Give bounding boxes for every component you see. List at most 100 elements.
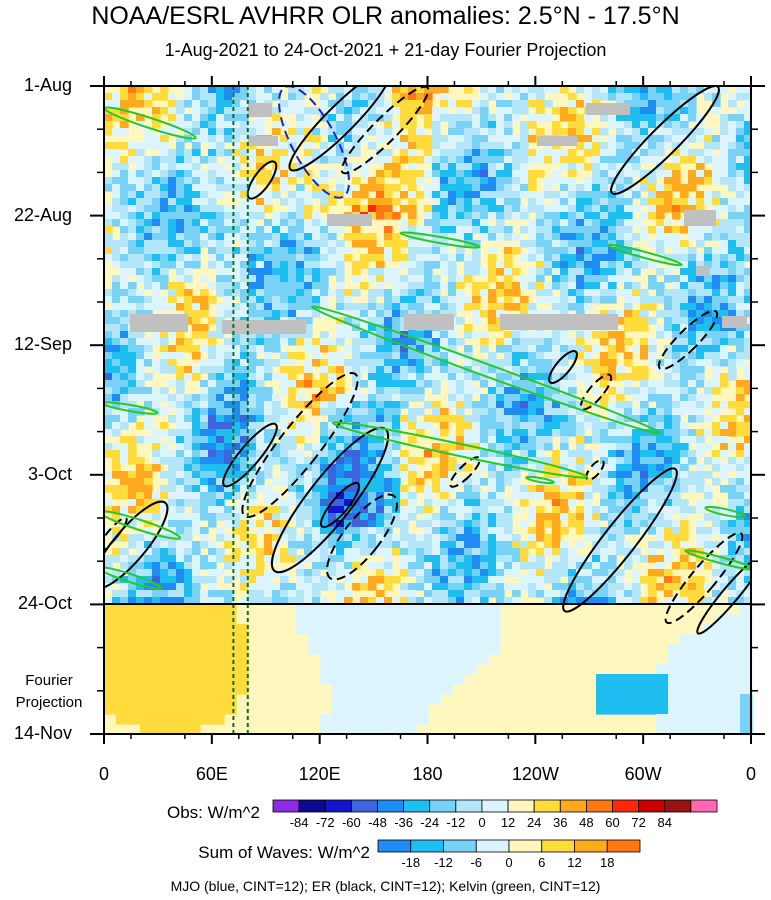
obs-cell: [328, 254, 337, 262]
obs-cell: [424, 548, 433, 556]
obs-cell: [360, 261, 369, 269]
obs-cell: [264, 408, 273, 416]
obs-cell: [248, 233, 257, 241]
obs-cell: [488, 163, 497, 171]
obs-cell: [584, 184, 593, 192]
obs-cell: [408, 177, 417, 185]
obs-cell: [384, 149, 393, 157]
obs-cell: [624, 450, 633, 458]
obs-cell: [232, 107, 241, 115]
obs-cell: [360, 527, 369, 535]
obs-cell: [600, 310, 609, 318]
obs-cell: [296, 275, 305, 283]
obs-cell: [536, 331, 545, 339]
obs-cell: [224, 520, 233, 528]
obs-cell: [376, 86, 385, 94]
obs-cell: [488, 436, 497, 444]
obs-cell: [464, 562, 473, 570]
obs-cell: [376, 247, 385, 255]
obs-cell: [728, 548, 737, 556]
obs-cell: [376, 198, 385, 206]
obs-cell: [584, 289, 593, 297]
obs-cell: [496, 450, 505, 458]
obs-cell: [656, 485, 665, 493]
obs-cell: [352, 422, 361, 430]
obs-cell: [584, 128, 593, 136]
obs-cell: [712, 352, 721, 360]
obs-cell: [512, 184, 521, 192]
obs-cell: [456, 520, 465, 528]
obs-cell: [416, 177, 425, 185]
obs-cell: [656, 86, 665, 94]
obs-cell: [344, 93, 353, 101]
obs-cell: [160, 387, 169, 395]
obs-cell: [256, 562, 265, 570]
obs-cell: [448, 352, 457, 360]
obs-cell: [120, 114, 129, 122]
obs-cell: [640, 310, 649, 318]
obs-cell: [568, 205, 577, 213]
obs-cell: [128, 506, 137, 514]
obs-cell: [320, 93, 329, 101]
obs-cell: [336, 331, 345, 339]
obs-cell: [352, 366, 361, 374]
obs-cell: [336, 121, 345, 129]
obs-cell: [744, 198, 751, 206]
obs-cell: [720, 226, 729, 234]
obs-cell: [680, 240, 689, 248]
obs-cell: [568, 254, 577, 262]
obs-cell: [120, 254, 129, 262]
obs-cell: [168, 478, 177, 486]
obs-cell: [520, 450, 529, 458]
obs-cell: [512, 506, 521, 514]
obs-cell: [192, 212, 201, 220]
obs-cell: [264, 303, 273, 311]
obs-cell: [464, 394, 473, 402]
obs-cell: [376, 100, 385, 108]
obs-cell: [672, 296, 681, 304]
obs-cell: [104, 114, 113, 122]
obs-cell: [664, 345, 673, 353]
obs-cell: [200, 310, 209, 318]
obs-cell: [576, 450, 585, 458]
obs-cell: [560, 436, 569, 444]
obs-cell: [176, 527, 185, 535]
obs-cell: [168, 352, 177, 360]
obs-cell: [632, 170, 641, 178]
obs-cell: [208, 254, 217, 262]
obs-cell: [456, 170, 465, 178]
obs-cell: [344, 576, 353, 584]
obs-cell: [200, 443, 209, 451]
obs-cell: [168, 576, 177, 584]
obs-cell: [360, 576, 369, 584]
obs-cell: [384, 324, 393, 332]
obs-cell: [184, 317, 193, 325]
obs-cell: [632, 422, 641, 430]
obs-cell: [400, 583, 409, 591]
obs-cell: [328, 436, 337, 444]
obs-cell: [480, 170, 489, 178]
obs-cell: [248, 394, 257, 402]
obs-cell: [368, 534, 377, 542]
obs-cell: [496, 149, 505, 157]
obs-cell: [112, 275, 121, 283]
obs-cell: [696, 583, 705, 591]
obs-cell: [176, 352, 185, 360]
obs-cell: [248, 457, 257, 465]
obs-cell: [568, 583, 577, 591]
obs-cell: [352, 359, 361, 367]
obs-cell: [512, 450, 521, 458]
obs-cell: [520, 338, 529, 346]
obs-cell: [704, 429, 713, 437]
obs-cell: [472, 492, 481, 500]
obs-cell: [136, 261, 145, 269]
obs-cell: [528, 527, 537, 535]
obs-cell: [352, 471, 361, 479]
obs-cell: [560, 366, 569, 374]
obs-cell: [288, 464, 297, 472]
obs-cell: [192, 254, 201, 262]
obs-cell: [384, 226, 393, 234]
obs-cell: [144, 394, 153, 402]
obs-cell: [696, 86, 705, 94]
obs-cell: [672, 324, 681, 332]
